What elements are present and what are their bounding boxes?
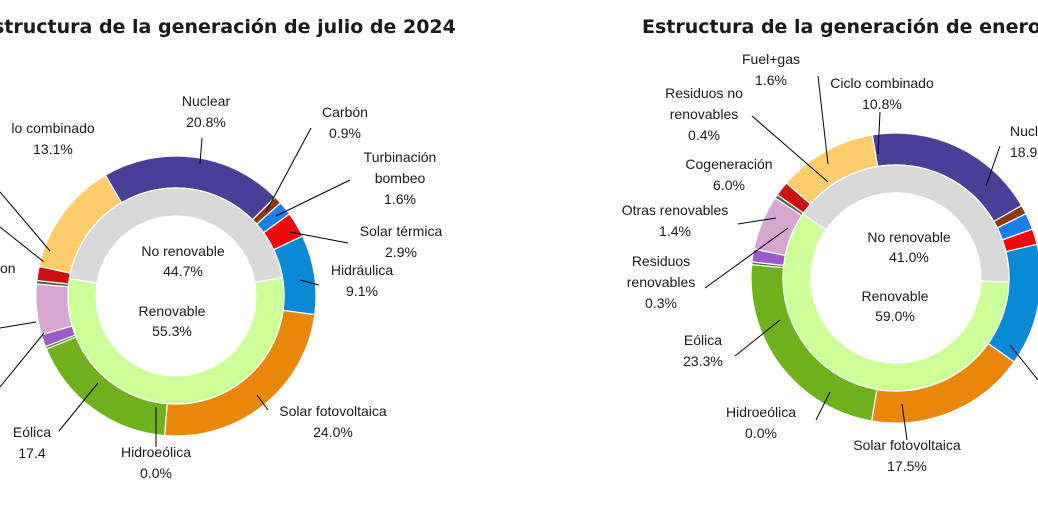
leader-line-residuos-no-renovables	[0, 226, 45, 263]
label-otras-renovables: Otras renovables 1.4%	[622, 202, 729, 239]
leader-line-nuclear	[985, 145, 1001, 187]
donut-hole	[96, 216, 256, 376]
leader-line-fuel-gas	[0, 191, 51, 252]
leader-line-solar-fotovoltaica	[901, 403, 908, 441]
chart-title-july: Estructura de la generación de julio de …	[0, 16, 456, 38]
label-fuel-gas: Fuel+gas 1.6%	[742, 51, 800, 88]
leader-line-solar-fotovoltaica	[256, 394, 269, 411]
label-residuos-no-renovables: Residuos no renovables 0.4%	[665, 85, 743, 143]
label-carbon: Carbón 0.9%	[322, 104, 368, 141]
leader-line-residuos-no-renovables	[751, 115, 829, 183]
leader-line-hidroeolica	[815, 391, 831, 421]
label-solar-fotovoltaica: Solar fotovoltaica 24.0%	[279, 403, 387, 440]
label-eolica: Eólica 23.3%	[683, 332, 723, 369]
inner-label-renovable: Renovable 55.3%	[139, 303, 206, 339]
leader-line-residuos-renovables	[704, 227, 789, 289]
outer-ring	[750, 132, 1038, 424]
slice-cogeneracion	[35, 283, 73, 336]
leader-line-turbinacion-bombeo	[275, 179, 351, 217]
label-nuclear: Nucl 18.9	[1010, 123, 1038, 160]
leader-line-hidraulica	[299, 279, 320, 286]
label-eolica: Eólica 17.4	[13, 424, 51, 461]
label-hidraulica: Hidráulica 9.1%	[331, 262, 393, 299]
chart-title-jan-jul: Estructura de la generación de enero a j…	[642, 16, 1038, 38]
label-hidroeolica: Hidroeólica 0.0%	[121, 444, 191, 481]
label-cogeneracion: Cogeneración 6.0%	[685, 156, 772, 193]
inner-label-no-renovable: No renovable 44.7%	[141, 243, 224, 279]
label-turbinacion-bombeo: Turbinación bombeo 1.6%	[364, 149, 437, 207]
leader-line-residuos-renovables	[0, 332, 45, 388]
donut-hole	[811, 193, 981, 363]
leader-line-otras-renovables	[0, 321, 37, 329]
leader-line-eolica	[58, 382, 99, 432]
label-solar-termica: Solar térmica 2.9%	[360, 223, 443, 260]
label-cogeneracion: on	[0, 260, 16, 276]
leader-line-otras-renovables	[737, 217, 777, 225]
leader-line-solar-termica	[289, 231, 349, 244]
donut-chart-2: No renovable 41.0% Renovable 59.0% Nucl 18.9 S…	[622, 51, 1038, 474]
label-residuos-renovables: Residuos renovables 0.3%	[627, 253, 696, 311]
leader-line-carbon	[265, 127, 312, 213]
label-solar-fotovoltaica: Solar fotovoltaica 17.5%	[853, 437, 961, 474]
leader-line-eolica	[734, 319, 781, 357]
leader-line-ciclo-combinado	[877, 111, 881, 155]
leader-line-fuel-gas	[817, 75, 829, 165]
inner-label-no-renovable: No renovable 41.0%	[867, 229, 950, 265]
donut-chart-1: No renovable 44.7% Renovable 55.3% Nuclear 20…	[0, 93, 442, 481]
label-nuclear: Nuclear 20.8%	[182, 93, 231, 130]
leader-line-nuclear	[199, 137, 203, 165]
inner-label-renovable: Renovable 59.0%	[862, 288, 929, 324]
label-ciclo-combinado: lo combinado 13.1%	[11, 120, 94, 157]
leader-line-hidraulica	[1009, 344, 1038, 381]
label-ciclo-combinado: Ciclo combinado 10.8%	[830, 75, 934, 112]
label-hidroeolica: Hidroeólica 0.0%	[726, 404, 796, 441]
